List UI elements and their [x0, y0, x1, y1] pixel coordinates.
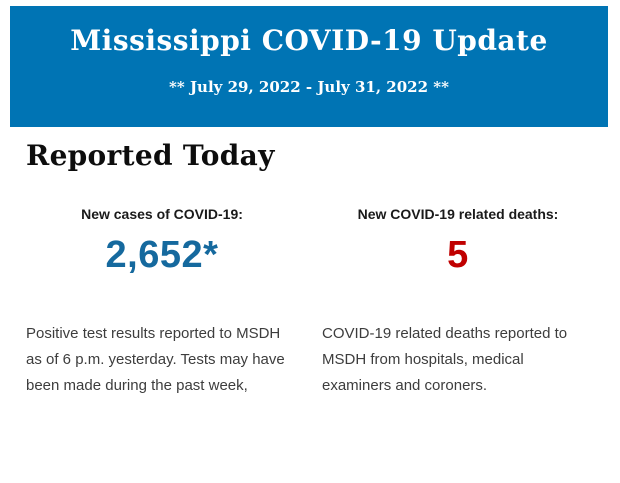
content-area: Reported Today New cases of COVID-19: 2,… [0, 127, 620, 399]
new-deaths-label: New COVID-19 related deaths: [357, 206, 559, 222]
new-cases-label: New cases of COVID-19: [81, 206, 243, 222]
date-range: ** July 29, 2022 - July 31, 2022 ** [169, 78, 449, 96]
new-cases-value: 2,652* [105, 234, 219, 276]
new-deaths-value: 5 [447, 234, 469, 276]
new-deaths-column: New COVID-19 related deaths: 5 COVID-19 … [322, 206, 594, 399]
new-cases-description: Positive test results reported to MSDH a… [26, 325, 285, 394]
page-title: Mississippi COVID-19 Update [70, 24, 548, 57]
header-banner: Mississippi COVID-19 Update ** July 29, … [10, 6, 608, 127]
new-cases-column: New cases of COVID-19: 2,652* Positive t… [26, 206, 298, 399]
section-title: Reported Today [26, 139, 275, 172]
stats-grid: New cases of COVID-19: 2,652* Positive t… [26, 206, 594, 399]
new-deaths-description: COVID-19 related deaths reported to MSDH… [322, 325, 568, 394]
